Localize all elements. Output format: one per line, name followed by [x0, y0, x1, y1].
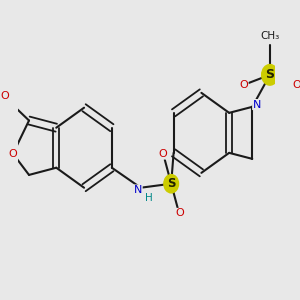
Text: N: N	[253, 100, 261, 110]
Circle shape	[262, 64, 278, 85]
Text: S: S	[266, 68, 274, 81]
Circle shape	[164, 175, 178, 193]
Text: S: S	[167, 177, 176, 190]
Text: O: O	[292, 80, 300, 90]
Text: H: H	[145, 193, 153, 203]
Text: N: N	[134, 185, 142, 195]
Text: O: O	[9, 149, 17, 159]
Text: O: O	[175, 208, 184, 218]
Text: O: O	[159, 149, 167, 159]
Text: O: O	[0, 91, 9, 101]
Text: O: O	[239, 80, 248, 90]
Text: CH₃: CH₃	[260, 31, 280, 41]
